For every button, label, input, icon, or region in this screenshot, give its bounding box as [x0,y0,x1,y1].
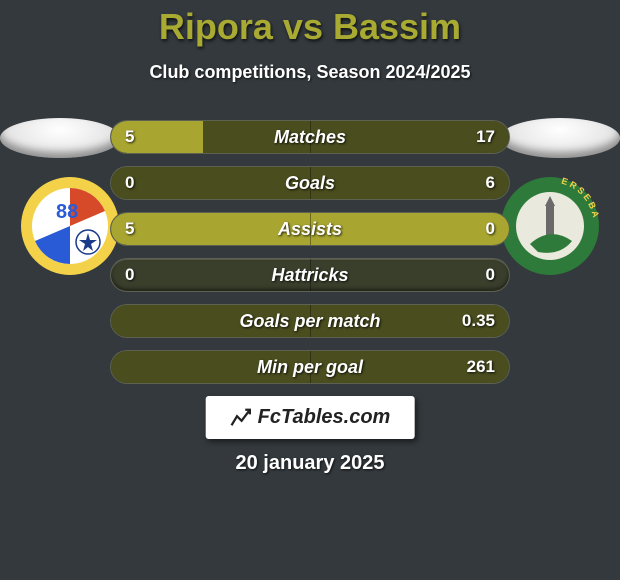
stat-row: 261Min per goal [110,350,510,384]
team-crest-left: 88 [20,176,120,276]
stat-label: Matches [111,121,509,153]
brand-text: FcTables.com [258,406,391,429]
stat-label: Goals per match [111,305,509,337]
stat-row: 517Matches [110,120,510,154]
stat-row: 00Hattricks [110,258,510,292]
stat-row: 06Goals [110,166,510,200]
stat-label: Assists [111,213,509,245]
stat-row: 50Assists [110,212,510,246]
player-silhouette-left [0,118,120,158]
stat-label: Goals [111,167,509,199]
stat-label: Hattricks [111,259,509,291]
stat-label: Min per goal [111,351,509,383]
stats-container: 517Matches 06Goals 50Assists 00Hattricks 0.3… [110,120,510,396]
player-silhouette-right [500,118,620,158]
chart-icon [230,407,252,429]
date-text: 20 january 2025 [0,452,620,475]
page-title: Ripora vs Bassim [0,0,620,48]
team-crest-right: E R S E B A [500,176,600,276]
stat-row: 0.35Goals per match [110,304,510,338]
brand-badge: FcTables.com [206,396,415,439]
svg-text:88: 88 [56,201,78,223]
crest-right-svg: E R S E B A [500,176,600,276]
crest-left-svg: 88 [20,176,120,276]
subtitle: Club competitions, Season 2024/2025 [0,62,620,83]
